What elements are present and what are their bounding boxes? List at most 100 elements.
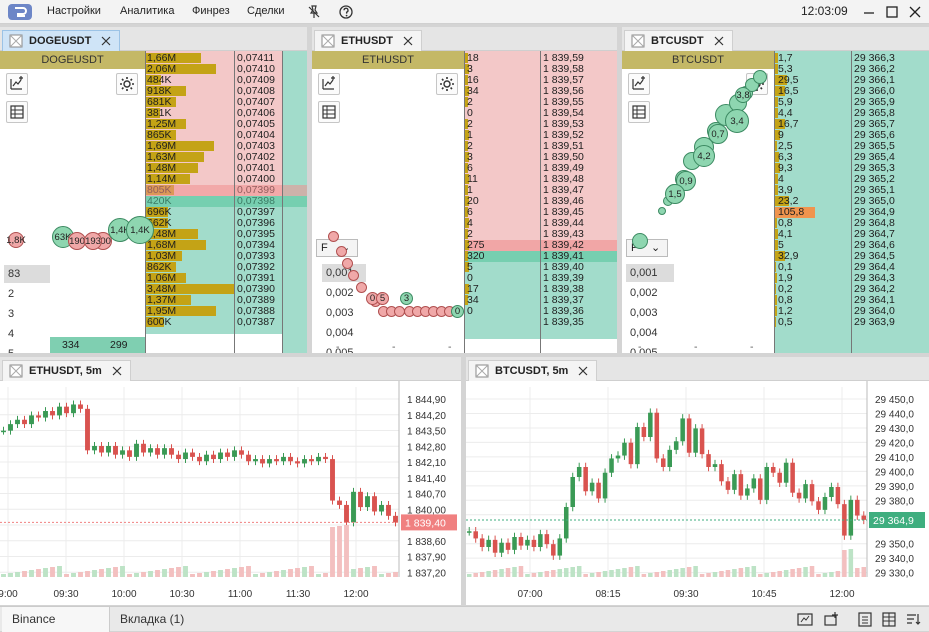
price-cell[interactable]: 1 839,49	[543, 162, 584, 174]
candle-body[interactable]	[596, 482, 601, 499]
candle-body[interactable]	[183, 452, 188, 460]
price-cell[interactable]: 0,07407	[237, 96, 275, 108]
candle-body[interactable]	[544, 534, 550, 545]
price-cell[interactable]: 1 839,38	[543, 283, 584, 295]
tab-close-icon[interactable]	[403, 36, 413, 46]
tab-close-icon[interactable]	[714, 36, 724, 46]
candle-body[interactable]	[225, 452, 230, 457]
ladder-settings-button[interactable]	[116, 73, 138, 95]
price-cell[interactable]: 29 366,1	[854, 74, 895, 86]
price-cell[interactable]: 29 365,2	[854, 173, 895, 185]
price-cell[interactable]: 1 839,46	[543, 195, 584, 207]
price-cell[interactable]: 1 839,58	[543, 63, 584, 75]
price-cell[interactable]: 29 364,4	[854, 261, 895, 273]
add-panel-icon[interactable]	[822, 611, 840, 628]
price-cell[interactable]: 0,07409	[237, 74, 275, 86]
candle-body[interactable]	[344, 504, 349, 523]
candle-body[interactable]	[622, 442, 627, 456]
tab-ethusdt[interactable]: ETHUSDT	[314, 30, 422, 51]
candle-body[interactable]	[505, 542, 511, 550]
candle-body[interactable]	[842, 504, 847, 536]
price-cell[interactable]: 29 365,4	[854, 151, 895, 163]
candle-body[interactable]	[738, 474, 744, 496]
tab-dogeusdt[interactable]: DOGEUSDT	[2, 30, 121, 51]
candle-body[interactable]	[563, 507, 569, 539]
pin-off-icon[interactable]	[306, 4, 322, 20]
price-cell[interactable]: 0,07402	[237, 151, 275, 163]
candle-body[interactable]	[71, 404, 76, 414]
candle-body[interactable]	[635, 427, 640, 465]
tab-btcusdt[interactable]: BTCUSDT	[624, 30, 733, 51]
candle-body[interactable]	[190, 452, 195, 457]
candle-body[interactable]	[386, 504, 391, 516]
candle-body[interactable]	[22, 419, 27, 425]
table-view-button[interactable]	[6, 101, 28, 123]
price-cell[interactable]: 1 839,56	[543, 85, 584, 97]
candle-body[interactable]	[29, 415, 34, 425]
candle-body[interactable]	[113, 445, 118, 455]
candle-body[interactable]	[358, 491, 363, 508]
candle-body[interactable]	[661, 458, 666, 467]
menu-finrez[interactable]: Финрез	[192, 5, 230, 17]
price-cell[interactable]: 1 839,47	[543, 184, 584, 196]
price-cell[interactable]: 1 839,40	[543, 261, 584, 273]
candle-body[interactable]	[673, 441, 679, 450]
tab-btc-5m[interactable]: BTCUSDT, 5m	[468, 360, 598, 381]
price-cell[interactable]: 1 839,54	[543, 107, 584, 119]
price-cell[interactable]: 1 839,42	[543, 239, 584, 251]
candle-body[interactable]	[92, 445, 97, 451]
price-cell[interactable]: 0,07397	[237, 206, 275, 218]
candle-body[interactable]	[835, 487, 841, 505]
price-cell[interactable]: 1 839,41	[543, 250, 584, 262]
candle-body[interactable]	[628, 442, 634, 465]
price-cell[interactable]: 0,07411	[237, 52, 275, 64]
candle-body[interactable]	[706, 454, 711, 467]
candle-body[interactable]	[295, 461, 300, 464]
table-icon[interactable]	[880, 611, 898, 628]
candle-body[interactable]	[809, 484, 815, 502]
btc-candlestick-chart[interactable]: 29 450,0 29 440,0 29 430,0 29 420,0 29 410,0…	[466, 381, 929, 605]
candle-body[interactable]	[641, 427, 647, 437]
step-option[interactable]: 0,002	[326, 287, 354, 299]
price-cell[interactable]: 0,07393	[237, 250, 275, 262]
price-cell[interactable]: 1 839,50	[543, 151, 584, 163]
candle-body[interactable]	[725, 481, 731, 490]
step-option[interactable]: 3	[8, 308, 15, 320]
close-icon[interactable]	[907, 4, 923, 20]
price-cell[interactable]: 29 364,3	[854, 272, 895, 284]
candle-body[interactable]	[764, 467, 770, 500]
candle-body[interactable]	[570, 477, 575, 507]
tab-eth-5m[interactable]: ETHUSDT, 5m	[2, 360, 131, 381]
price-cell[interactable]: 29 364,2	[854, 283, 895, 295]
price-cell[interactable]: 1 839,43	[543, 228, 584, 240]
candle-body[interactable]	[609, 458, 614, 473]
add-chart-button[interactable]	[628, 73, 650, 95]
price-cell[interactable]: 29 363,9	[854, 316, 895, 328]
candle-body[interactable]	[337, 500, 342, 505]
candle-body[interactable]	[365, 496, 370, 508]
step-option[interactable]: 0,005	[326, 347, 354, 353]
price-cell[interactable]: 29 364,9	[854, 206, 895, 218]
candle-body[interactable]	[260, 459, 265, 464]
candle-body[interactable]	[302, 459, 307, 464]
candle-body[interactable]	[531, 539, 537, 547]
candle-body[interactable]	[379, 504, 384, 512]
price-cell[interactable]: 0,07389	[237, 294, 275, 306]
candle-body[interactable]	[512, 537, 517, 550]
candle-body[interactable]	[8, 424, 13, 431]
candle-body[interactable]	[686, 418, 692, 453]
price-cell[interactable]: 0,07401	[237, 162, 275, 174]
candle-body[interactable]	[822, 497, 828, 510]
candle-body[interactable]	[667, 449, 672, 467]
price-cell[interactable]: 0,07408	[237, 85, 275, 97]
candle-body[interactable]	[525, 539, 530, 546]
price-cell[interactable]: 29 365,5	[854, 140, 895, 152]
candle-body[interactable]	[169, 448, 174, 455]
price-cell[interactable]: 29 365,3	[854, 162, 895, 174]
candle-body[interactable]	[64, 406, 69, 414]
price-cell[interactable]: 1 839,37	[543, 294, 584, 306]
step-option[interactable]: 83	[4, 265, 50, 283]
table-view-button[interactable]	[628, 101, 650, 123]
maximize-icon[interactable]	[884, 4, 900, 20]
price-cell[interactable]: 0,07410	[237, 63, 275, 75]
